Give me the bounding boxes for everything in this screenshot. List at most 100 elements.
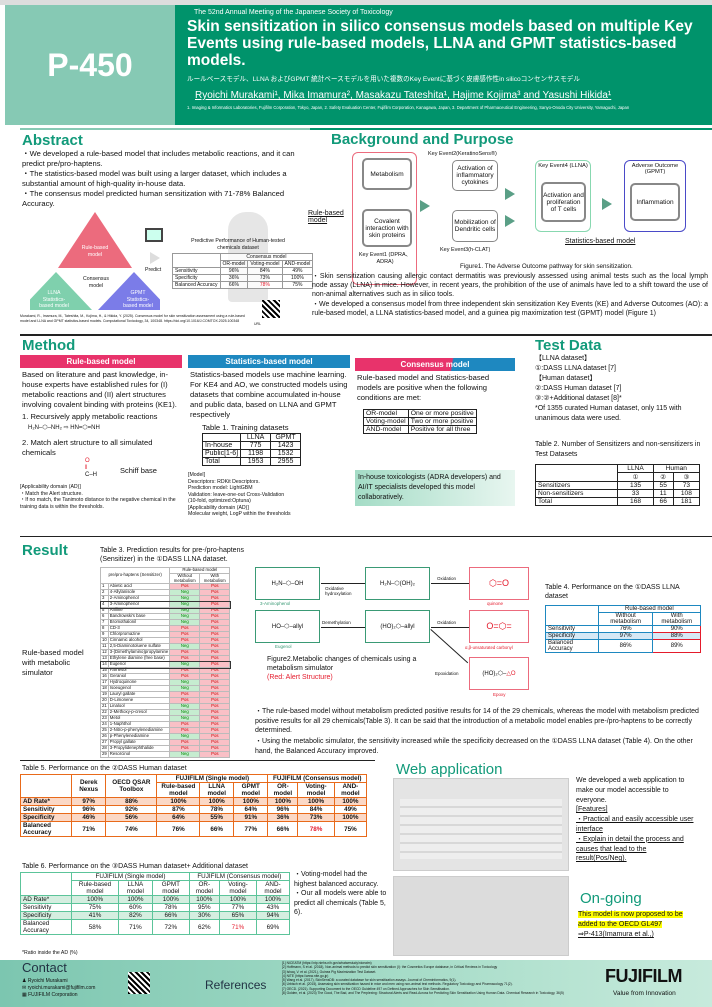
result-heading: Result: [22, 542, 68, 559]
arrow-icon: [420, 200, 430, 212]
reaction-arrow: [431, 627, 469, 628]
table-cell: Voting-model: [247, 260, 283, 268]
figure2-metabolic-changes: H₂N–⬡–OH 3-Aminophenol Oxidative hydroxy…: [255, 567, 540, 702]
table-cell: Balanced Accuracy: [172, 281, 221, 289]
table-cell: GPMT model: [233, 782, 269, 798]
table-cell: 72%: [152, 919, 190, 935]
fujifilm-logo: FUJIFILM: [605, 966, 683, 986]
table-row: FUJIFILM (Single model) FUJIFILM (Consens…: [19, 872, 291, 896]
rule-ad-title: [Applicability domain (AD)]: [20, 484, 81, 490]
chemical-name: Resorcinol: [107, 751, 171, 759]
table-cell: 41%: [71, 911, 119, 920]
demethylation-label: Demethylation: [322, 620, 351, 625]
table-row: 26 p-Phenylenediamine Neg Pos: [100, 733, 231, 741]
poster-title: Skin sensitization in silico consensus m…: [187, 18, 693, 69]
result-paragraph-1: ・The rule-based model without metabolism…: [255, 708, 699, 734]
table-cell: 77%: [218, 903, 257, 912]
test-data-line: 【LLNA dataset】: [535, 355, 592, 362]
consensus-triangle-diagram: [30, 212, 160, 310]
table-cell: 62%: [188, 919, 220, 935]
triangle-rule-label: Rule-based model: [81, 245, 109, 258]
tcells-box: Activation and proliferation of T cells: [541, 182, 586, 222]
table-cell: 775: [240, 441, 272, 450]
table-cell: 89%: [652, 639, 701, 653]
ao-label: Adverse Outcome (GPMT): [631, 163, 679, 175]
table-row: Balanced Accuracy 71% 74% 76% 66% 77% 66% 78% 75…: [20, 821, 368, 837]
tables-notes: ・Voting-model had the highest balanced a…: [294, 870, 388, 918]
poster-title-jp: ルールベースモデル、LLNA およびGPMT 統計ベースモデルを用いた複数のKe…: [187, 76, 580, 83]
table-cell: Specificity: [19, 911, 73, 920]
reaction-arrow: [321, 583, 365, 584]
table-cell: Consensus model: [219, 253, 314, 261]
abstract-bullet: ・The consensus model predicted human sen…: [22, 189, 285, 208]
table3-prediction-results: pre/pro-haptens (Sensitizer) Rule-based m…: [99, 566, 231, 759]
contact-email[interactable]: ryoichi.murakami@fujifilm.com: [27, 985, 96, 991]
table-row: In-house 775 1423: [201, 441, 302, 450]
table-cell: 92%: [105, 805, 158, 814]
ongoing-link[interactable]: ⇒P-413(Imamura et al.,): [578, 931, 654, 938]
test-data-heading: Test Data: [535, 337, 602, 354]
test-data-line: 【Human dataset】: [535, 375, 597, 382]
dendritic-box: Mobilization of Dendritic cells: [452, 210, 498, 242]
figure1-caption: Figure1. The Adverse Outcome pathway for…: [460, 263, 633, 270]
table-cell: 29: [100, 751, 109, 759]
table-cell: 94%: [255, 911, 291, 920]
reference-item: [7] OECD. (2021). Supporting Document to…: [282, 986, 450, 991]
cytokines-box: Activation of inflammatory cytokines: [452, 160, 498, 191]
table-row: Specificity 97% 88%: [545, 632, 701, 640]
poster-id: P-450: [5, 5, 175, 125]
arrow-icon: [602, 198, 612, 210]
table-cell: 74%: [105, 821, 158, 837]
table-cell: 36%: [267, 813, 299, 822]
reference-item: [4] NITE (https://www.nite.go.jp): [282, 973, 329, 978]
carbonyl-label: α,β-unsaturated carbonyl: [465, 645, 513, 650]
rule-triangle: [58, 212, 132, 268]
web-app-screenshot-list: [393, 778, 569, 871]
metabolism-box: Metabolism: [362, 158, 412, 190]
triangle-gpmt-label: GPMT Statistics-based model: [123, 290, 153, 309]
table-cell: 100%: [156, 797, 201, 806]
table-cell: ②: [652, 472, 674, 482]
divider: [20, 334, 712, 336]
contact-name: Ryoichi Murakami: [27, 978, 68, 984]
table-cell: 78%: [297, 821, 335, 837]
table-cell: 65%: [218, 911, 257, 920]
table-cell: OR-model: [188, 880, 220, 896]
table-cell: Voting-model: [218, 880, 257, 896]
table-cell: 96%: [267, 805, 299, 814]
model-note: (10-fold, optimized:Optuna): [188, 498, 251, 504]
table-cell: LLNA: [240, 433, 272, 442]
triangle-consensus-label: Consensus model: [83, 276, 109, 289]
table-cell: 95%: [188, 903, 220, 912]
method-heading: Method: [22, 337, 76, 354]
table-cell: [19, 872, 73, 896]
table-cell: 75%: [71, 903, 119, 912]
table-cell: 91%: [233, 813, 269, 822]
statistics-based-column: Statistics-based model Statistics-based …: [188, 355, 350, 518]
table-cell: 100%: [71, 895, 119, 904]
table-row: Total 1953 2955: [201, 457, 302, 466]
table-cell: 97%: [70, 797, 107, 806]
table-cell: 76%: [597, 625, 654, 633]
arrow-icon: [505, 188, 515, 200]
table-cell: 88%: [652, 632, 701, 640]
table-cell: 100%: [117, 895, 154, 904]
model-notes: [Model] Descriptors: RDKit Descriptors. Pr…: [188, 472, 350, 518]
table-row: AD Rate* 97% 88% 100% 100% 100% 100% 100% 100%: [20, 797, 368, 806]
table-row: Specificity 46% 56% 64% 55% 91% 36% 73% 100%: [20, 813, 368, 822]
table-cell: Positive for all three: [407, 425, 477, 434]
reaction-arrow: [430, 629, 469, 664]
table-cell: FUJIFILM (Consensus model): [188, 872, 291, 881]
inflammation-box: Inflammation: [630, 183, 680, 221]
model-note: Prediction model: LightGBM: [188, 485, 253, 491]
divider: [20, 760, 375, 761]
table-cell: 100%: [152, 895, 190, 904]
qr-code[interactable]: [262, 300, 280, 318]
contact-qr-code[interactable]: [128, 972, 150, 994]
table-row: Without metabolism With metabolism: [101, 572, 231, 585]
table-cell: Without metabolism: [169, 572, 201, 585]
llna-triangle: [30, 272, 92, 310]
contact-heading: Contact: [22, 960, 67, 975]
table-cell: OR-model: [267, 782, 299, 798]
prediction-with: Pos: [199, 751, 231, 759]
